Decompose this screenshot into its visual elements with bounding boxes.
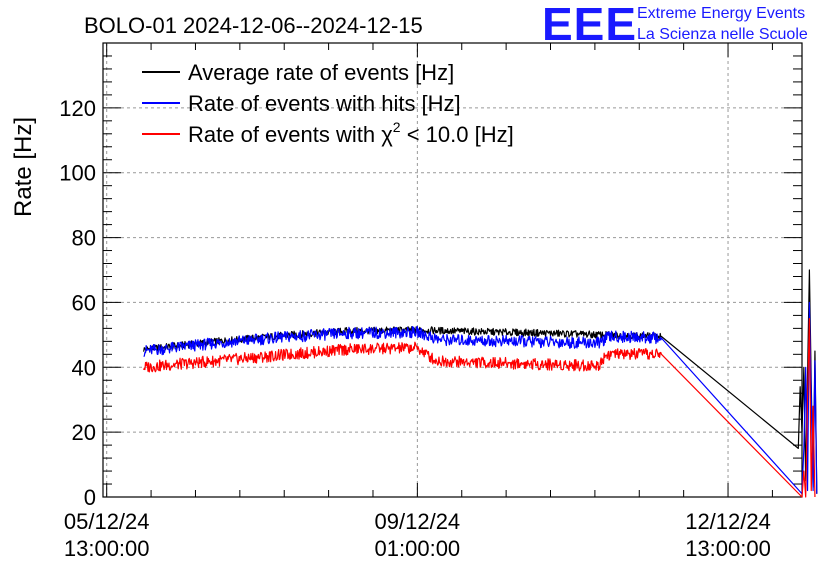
legend-chi2-pre: Rate of events with xyxy=(188,122,381,147)
legend-label-hits: Rate of events with hits [Hz] xyxy=(188,91,461,116)
x-tick-time: 01:00:00 xyxy=(375,536,461,561)
legend-chi2-post: < 10.0 [Hz] xyxy=(401,122,514,147)
grid xyxy=(103,43,802,497)
series-line-0 xyxy=(143,269,818,494)
legend-chi2-symbol: χ xyxy=(381,122,393,147)
legend-chi2-superscript: 2 xyxy=(393,119,401,135)
eee-logo-mark: EEE xyxy=(542,0,637,50)
x-tick-date: 09/12/24 xyxy=(375,509,461,534)
eee-logo-line1: Extreme Energy Events xyxy=(637,5,805,22)
eee-logo: EEE Extreme Energy Events La Scienza nel… xyxy=(542,0,808,50)
axis-ticks: 02040608010012005/12/2413:00:0009/12/240… xyxy=(59,43,802,561)
y-tick-label: 60 xyxy=(72,290,96,315)
x-tick-time: 13:00:00 xyxy=(685,536,771,561)
series-line-1 xyxy=(143,301,818,495)
plot-frame xyxy=(102,42,803,498)
eee-logo-line2: La Scienza nelle Scuole xyxy=(637,26,808,43)
y-tick-label: 40 xyxy=(72,355,96,380)
x-tick-date: 12/12/24 xyxy=(685,509,771,534)
x-tick-date: 05/12/24 xyxy=(64,509,150,534)
y-tick-label: 20 xyxy=(72,420,96,445)
y-axis-title: Rate [Hz] xyxy=(10,117,37,217)
series-line-2 xyxy=(143,318,816,498)
y-tick-label: 0 xyxy=(84,485,96,510)
legend-label-average: Average rate of events [Hz] xyxy=(188,60,454,85)
x-tick-time: 13:00:00 xyxy=(64,536,150,561)
legend: Average rate of events [Hz] Rate of even… xyxy=(142,60,514,147)
y-tick-label: 120 xyxy=(59,96,96,121)
chart-title: BOLO-01 2024-12-06--2024-12-15 xyxy=(84,13,423,38)
y-tick-label: 80 xyxy=(72,226,96,251)
legend-label-chi2: Rate of events with χ2 < 10.0 [Hz] xyxy=(188,119,514,147)
data-series xyxy=(143,269,818,498)
y-tick-label: 100 xyxy=(59,161,96,186)
